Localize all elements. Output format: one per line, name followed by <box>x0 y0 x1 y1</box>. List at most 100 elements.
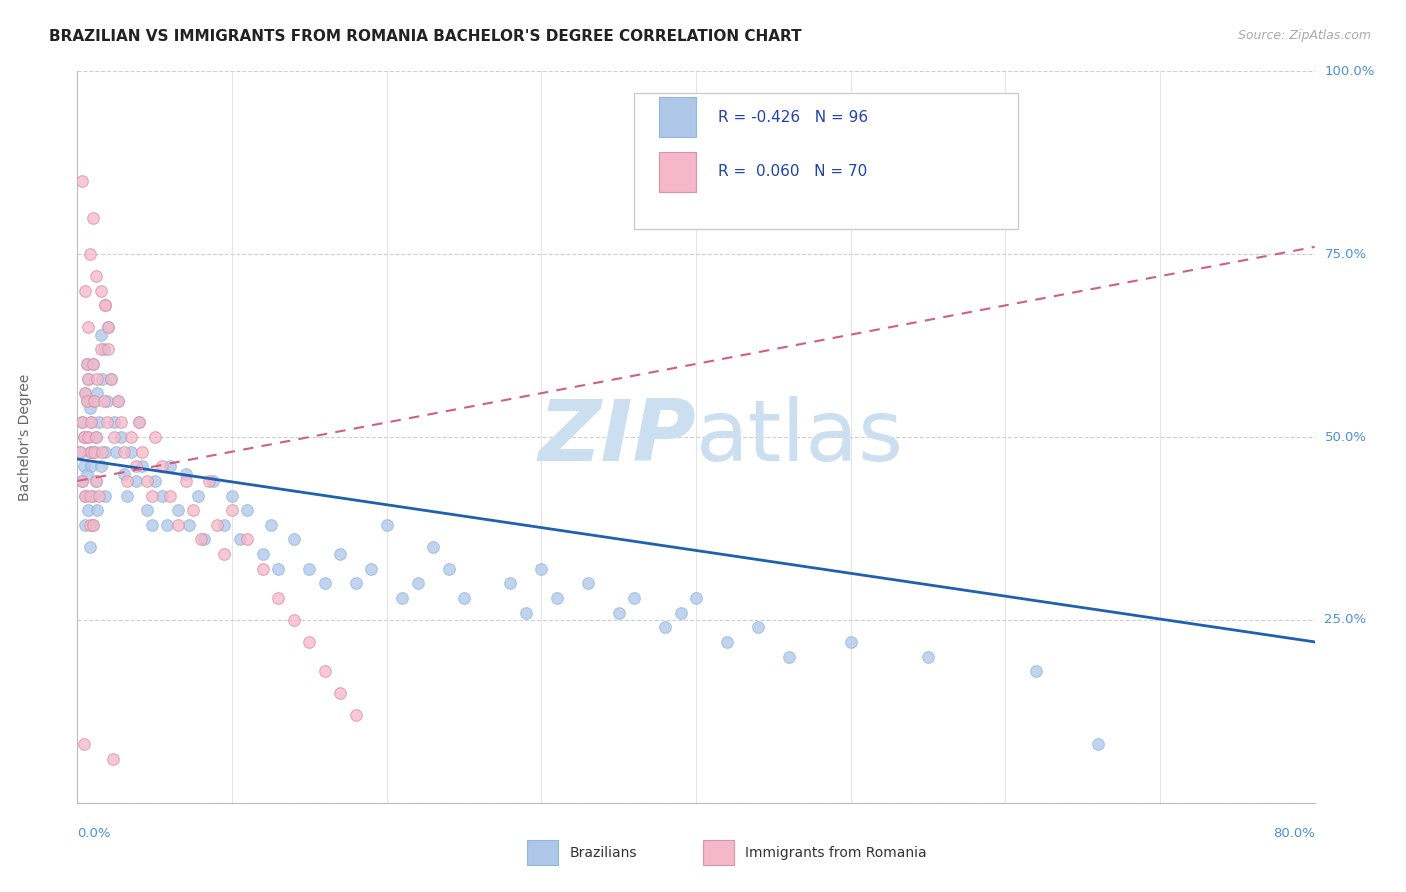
Point <box>136 503 159 517</box>
Point <box>75 517 96 532</box>
Point <box>530 562 553 576</box>
Text: R =  0.060   N = 70: R = 0.060 N = 70 <box>718 164 868 179</box>
Text: 100.0%: 100.0% <box>1324 65 1375 78</box>
Point <box>669 606 692 620</box>
Point <box>90 327 111 342</box>
Point <box>79 444 101 458</box>
Point <box>375 517 398 532</box>
Point <box>167 517 190 532</box>
Point <box>115 489 138 503</box>
Point <box>515 606 537 620</box>
Point <box>576 576 599 591</box>
Point <box>107 393 129 408</box>
Point <box>112 467 135 481</box>
Point <box>79 517 101 532</box>
Text: Brazilians: Brazilians <box>569 846 637 860</box>
Text: R = -0.426   N = 96: R = -0.426 N = 96 <box>718 110 869 125</box>
Point <box>437 562 460 576</box>
Point <box>202 474 225 488</box>
Point <box>1087 737 1109 751</box>
Point <box>83 444 105 458</box>
Point <box>778 649 800 664</box>
Point <box>87 416 110 430</box>
Point <box>121 444 143 458</box>
Point <box>167 503 190 517</box>
Point <box>406 576 429 591</box>
Point <box>75 386 96 401</box>
Point <box>159 489 181 503</box>
Point <box>77 430 100 444</box>
Point <box>236 503 259 517</box>
Point <box>94 298 117 312</box>
Point <box>79 540 101 554</box>
Point <box>70 174 93 188</box>
Point <box>607 606 630 620</box>
Point <box>156 517 179 532</box>
Point <box>131 459 153 474</box>
Point <box>82 357 104 371</box>
Point <box>267 562 290 576</box>
Point <box>174 467 197 481</box>
Point <box>685 591 707 605</box>
Point <box>75 284 96 298</box>
Point <box>236 533 259 547</box>
Text: Bachelor's Degree: Bachelor's Degree <box>18 374 32 500</box>
Point <box>152 489 174 503</box>
Point <box>91 371 114 385</box>
Point <box>82 517 104 532</box>
Point <box>72 430 94 444</box>
Point <box>917 649 939 664</box>
Point <box>70 474 93 488</box>
Point <box>94 489 117 503</box>
Point <box>77 320 100 334</box>
Point <box>75 489 96 503</box>
Point <box>90 284 111 298</box>
Point <box>112 444 135 458</box>
Text: Immigrants from Romania: Immigrants from Romania <box>745 846 927 860</box>
Point <box>69 444 91 458</box>
Text: 80.0%: 80.0% <box>1272 827 1315 839</box>
Point <box>344 576 367 591</box>
Text: 0.0%: 0.0% <box>77 827 111 839</box>
Point <box>82 489 104 503</box>
Point <box>96 416 118 430</box>
Text: 75.0%: 75.0% <box>1324 248 1367 260</box>
Point <box>77 503 100 517</box>
Point <box>86 386 108 401</box>
Point <box>329 547 352 561</box>
Point <box>83 393 105 408</box>
Text: Source: ZipAtlas.com: Source: ZipAtlas.com <box>1237 29 1371 42</box>
Point <box>107 393 129 408</box>
Point <box>77 371 100 385</box>
Point <box>143 474 166 488</box>
Point <box>499 576 522 591</box>
Point <box>76 467 98 481</box>
FancyBboxPatch shape <box>659 152 696 192</box>
Point <box>82 517 104 532</box>
Point <box>72 737 94 751</box>
Point <box>90 343 111 357</box>
Point <box>839 635 862 649</box>
Point <box>84 474 107 488</box>
Point <box>391 591 413 605</box>
Point <box>128 416 150 430</box>
Point <box>221 489 243 503</box>
Point <box>87 489 110 503</box>
Point <box>83 444 105 458</box>
Point <box>93 343 115 357</box>
Point <box>80 416 103 430</box>
Point <box>96 393 118 408</box>
Point <box>115 474 138 488</box>
Point <box>143 430 166 444</box>
Point <box>183 503 205 517</box>
Point <box>97 320 120 334</box>
Point <box>252 562 274 576</box>
Point <box>193 533 215 547</box>
FancyBboxPatch shape <box>634 94 1018 228</box>
Point <box>228 533 252 547</box>
Point <box>654 620 676 634</box>
Point <box>75 489 96 503</box>
Point <box>360 562 382 576</box>
Point <box>70 416 93 430</box>
Point <box>100 371 122 385</box>
